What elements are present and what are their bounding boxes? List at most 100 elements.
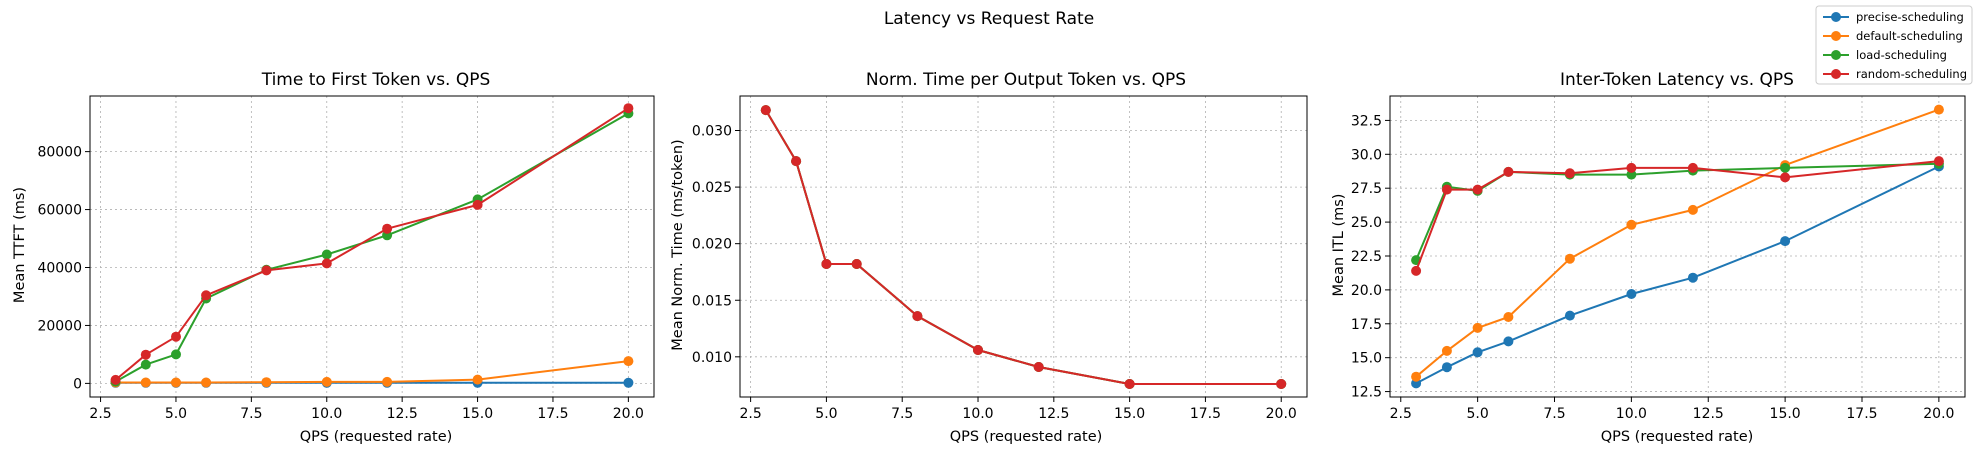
series-load-scheduling: [1411, 158, 1944, 266]
legend-marker-icon: [1831, 12, 1841, 22]
data-point: [1441, 362, 1452, 373]
data-point: [110, 374, 121, 385]
x-tick-label: 10.0: [962, 406, 993, 422]
legend-label: random-scheduling: [1856, 67, 1967, 81]
legend-label: load-scheduling: [1856, 48, 1947, 62]
plot-frame-itl: [1389, 95, 1966, 398]
data-point: [1626, 219, 1637, 230]
data-point: [1472, 184, 1483, 195]
data-point: [1687, 162, 1698, 173]
x-axis-label-ttft: QPS (requested rate): [300, 429, 453, 445]
x-tick-label: 2.5: [739, 406, 761, 422]
legend: precise-scheduling default-scheduling lo…: [1815, 5, 1973, 85]
data-point: [1933, 104, 1944, 115]
data-point: [1503, 336, 1514, 347]
data-point: [1626, 289, 1637, 299]
data-point: [1687, 272, 1698, 283]
x-tick-label: 2.5: [89, 406, 111, 422]
series-default-scheduling: [1411, 104, 1944, 382]
series-group-ntpot: [760, 105, 1287, 389]
series-line: [1415, 108, 1940, 378]
data-point: [1564, 168, 1575, 179]
y-tick-label: 80000: [37, 145, 82, 161]
series-line: [764, 109, 1282, 385]
data-point: [261, 377, 272, 388]
x-axis-label-itl: QPS (requested rate): [1601, 429, 1754, 445]
data-point: [140, 377, 151, 388]
data-point: [321, 258, 332, 269]
data-point: [261, 265, 272, 276]
legend-entry: load-scheduling: [1823, 48, 1947, 62]
y-tick-label: 0.015: [692, 293, 732, 309]
data-point: [171, 331, 181, 342]
data-point: [912, 311, 923, 322]
panel-title-itl: Inter-Token Latency vs. QPS: [1560, 70, 1794, 90]
x-tick-label: 20.0: [1923, 406, 1954, 422]
data-point: [201, 290, 212, 301]
series-line: [1415, 165, 1940, 385]
figure-suptitle: Latency vs Request Rate: [884, 9, 1094, 29]
series-line: [114, 107, 629, 381]
data-point: [1033, 362, 1044, 372]
data-point: [1411, 265, 1422, 276]
series-line: [115, 112, 629, 383]
data-point: [140, 359, 151, 370]
data-point: [791, 156, 802, 167]
data-point: [760, 105, 771, 116]
y-tick-label: 60000: [37, 203, 82, 219]
y-tick-label: 30.0: [1351, 147, 1382, 163]
x-tick-label: 17.5: [1190, 406, 1221, 422]
data-point: [171, 349, 181, 360]
panel-title-ttft: Time to First Token vs. QPS: [261, 70, 491, 90]
panel-ttft: Time to First Token vs. QPS QPS (request…: [12, 70, 655, 445]
x-tick-label: 7.5: [1543, 406, 1565, 422]
y-tick-label: 12.5: [1351, 385, 1382, 401]
data-point: [472, 199, 483, 210]
series-random-scheduling: [110, 103, 634, 385]
data-point: [623, 356, 634, 367]
data-point: [1687, 204, 1698, 215]
y-tick-label: 15.0: [1351, 351, 1382, 367]
y-tick-label: 22.5: [1351, 249, 1382, 265]
x-tick-label: 5.0: [165, 406, 187, 422]
y-tick-label: 17.5: [1351, 317, 1382, 333]
x-tick-label: 5.0: [815, 406, 837, 422]
plot-frame-ttft: [89, 95, 655, 398]
panel-itl: Inter-Token Latency vs. QPS QPS (request…: [1331, 70, 1966, 445]
series-line: [1415, 162, 1939, 261]
series-group-itl: [1411, 104, 1944, 389]
x-tick-label: 7.5: [891, 406, 913, 422]
y-tick-label: 0.020: [692, 237, 732, 253]
y-tick-label: 32.5: [1351, 113, 1382, 129]
data-point: [1780, 236, 1791, 247]
series-precise-scheduling: [1411, 161, 1944, 389]
legend-marker-icon: [1831, 50, 1841, 60]
x-tick-label: 10.0: [311, 406, 342, 422]
data-point: [1441, 345, 1452, 356]
y-axis-label-itl: Mean ITL (ms): [1331, 194, 1347, 297]
data-point: [321, 249, 332, 260]
data-point: [201, 377, 212, 388]
x-tick-label: 2.5: [1390, 406, 1412, 422]
x-tick-label: 17.5: [537, 406, 568, 422]
series-load-scheduling: [760, 105, 1287, 389]
data-point: [1780, 162, 1791, 173]
data-point: [623, 377, 634, 388]
data-point: [321, 376, 332, 387]
x-tick-label: 17.5: [1846, 406, 1877, 422]
data-point: [1933, 156, 1944, 167]
data-point: [973, 345, 983, 355]
series-load-scheduling: [110, 108, 634, 387]
y-tick-label: 20.0: [1351, 283, 1382, 299]
data-point: [1124, 379, 1135, 389]
panel-title-ntpot: Norm. Time per Output Token vs. QPS: [866, 70, 1186, 90]
grid-itl: [1390, 96, 1965, 397]
data-point: [1441, 184, 1452, 195]
x-tick-label: 15.0: [1114, 406, 1145, 422]
x-tick-label: 15.0: [1770, 406, 1801, 422]
data-point: [1626, 162, 1637, 173]
data-point: [382, 223, 393, 234]
y-tick-label: 40000: [37, 261, 82, 277]
data-point: [472, 374, 483, 385]
x-tick-label: 7.5: [240, 406, 262, 422]
